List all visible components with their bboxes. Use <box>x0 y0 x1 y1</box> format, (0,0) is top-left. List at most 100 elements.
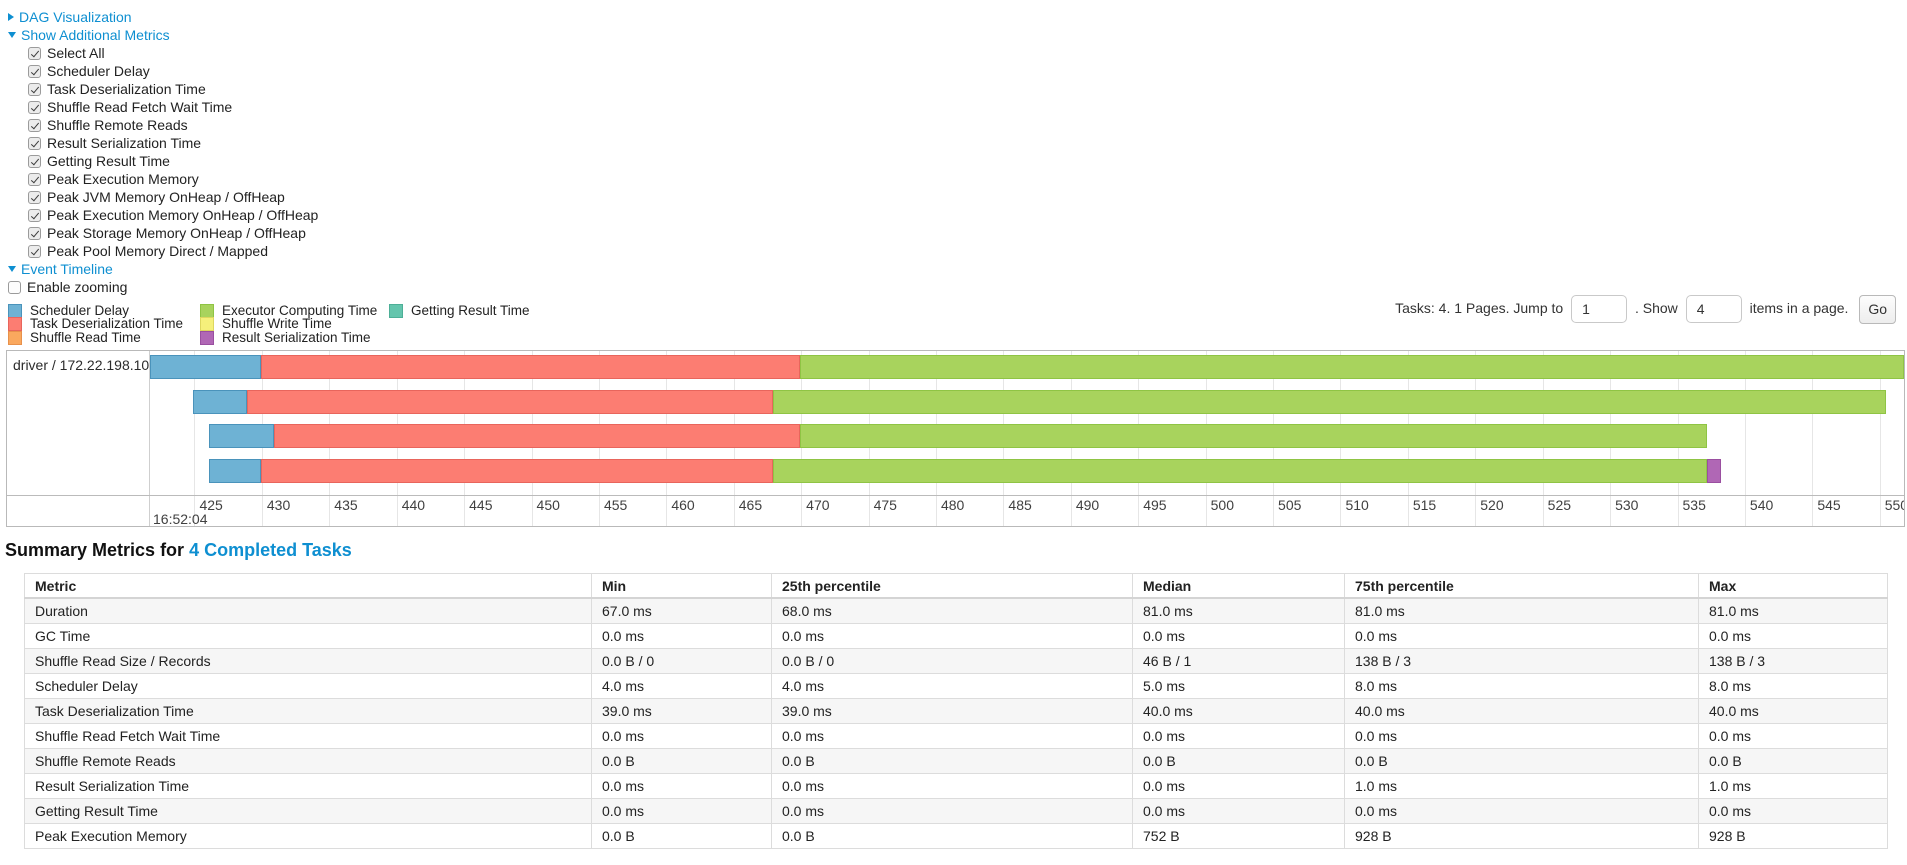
task-bar[interactable] <box>150 424 1904 448</box>
metric-checkbox[interactable] <box>28 137 41 150</box>
metric-value-cell: 81.0 ms <box>1132 597 1345 624</box>
axis-gridline <box>1407 496 1409 526</box>
axis-gridline <box>1812 351 1814 496</box>
metric-checkbox-row: Select All <box>28 44 318 62</box>
axis-gridline <box>464 351 466 496</box>
metric-name-cell: Shuffle Read Size / Records <box>24 648 592 674</box>
dag-visualization-toggle[interactable]: DAG Visualization <box>8 8 318 26</box>
axis-gridline <box>261 351 263 496</box>
metric-name-cell: Duration <box>24 597 592 624</box>
metric-checkbox[interactable] <box>28 47 41 60</box>
enable-zooming-checkbox[interactable] <box>8 281 21 294</box>
metric-checkbox[interactable] <box>28 209 41 222</box>
axis-gridline <box>1138 496 1140 526</box>
event-timeline-toggle[interactable]: Event Timeline <box>8 260 318 278</box>
axis-gridline <box>329 496 331 526</box>
metric-value-cell: 0.0 B <box>771 823 1133 849</box>
metric-checkbox[interactable] <box>28 119 41 132</box>
task-pagination: Tasks: 4. 1 Pages. Jump to . Show items … <box>1395 293 1896 324</box>
metric-checkbox-label: Getting Result Time <box>47 153 170 169</box>
axis-tick-label: 480 <box>940 497 965 513</box>
metric-value-cell: 40.0 ms <box>1344 698 1699 724</box>
show-additional-metrics-link[interactable]: Show Additional Metrics <box>21 27 170 43</box>
metric-checkbox[interactable] <box>28 173 41 186</box>
shuffle-read-swatch-icon <box>8 330 22 345</box>
event-timeline-link[interactable]: Event Timeline <box>21 261 113 277</box>
metric-checkbox-label: Task Deserialization Time <box>47 81 206 97</box>
metric-value-cell: 4.0 ms <box>771 673 1133 699</box>
task-deserialization-segment <box>260 355 800 379</box>
metric-checkbox[interactable] <box>28 191 41 204</box>
show-additional-metrics-toggle[interactable]: Show Additional Metrics <box>8 26 318 44</box>
metric-checkbox[interactable] <box>28 227 41 240</box>
completed-tasks-link[interactable]: 4 Completed Tasks <box>189 540 352 560</box>
axis-tick-label: 455 <box>603 497 628 513</box>
summary-column-header: Median <box>1132 573 1345 599</box>
axis-gridline <box>1273 496 1275 526</box>
axis-gridline <box>1070 351 1072 496</box>
axis-tick-label: 505 <box>1278 497 1302 513</box>
metric-value-cell: 40.0 ms <box>1698 698 1888 724</box>
executor-computing-segment <box>772 389 1887 414</box>
metric-checkbox-label: Peak Execution Memory OnHeap / OffHeap <box>47 207 319 223</box>
metric-value-cell: 0.0 ms <box>591 623 772 649</box>
scheduler-delay-segment <box>193 389 248 414</box>
axis-tick-label: 470 <box>806 497 830 513</box>
executor-computing-swatch-icon <box>200 304 214 318</box>
metric-checkbox[interactable] <box>28 83 41 96</box>
axis-tick-label: 500 <box>1210 497 1234 513</box>
metric-checkbox[interactable] <box>28 155 41 168</box>
axis-gridline <box>464 496 466 526</box>
summary-table-row: Getting Result Time 0.0 ms 0.0 ms 0.0 ms 0.0… <box>24 798 1888 824</box>
legend-label: Scheduler Delay <box>30 303 130 318</box>
scheduler-delay-segment <box>209 458 261 483</box>
metric-checkbox[interactable] <box>28 245 41 258</box>
metric-value-cell: 0.0 ms <box>1344 623 1699 649</box>
axis-tick-label: 475 <box>873 497 897 513</box>
getting-result-swatch-icon <box>389 304 403 318</box>
metric-value-cell: 0.0 ms <box>1344 798 1699 824</box>
legend-label: Executor Computing Time <box>222 303 378 318</box>
metric-name-cell: Shuffle Remote Reads <box>24 748 592 774</box>
axis-gridline <box>1542 351 1544 496</box>
result-serialization-segment <box>1707 458 1721 483</box>
metric-value-cell: 0.0 B / 0 <box>771 648 1133 674</box>
dag-visualization-link[interactable]: DAG Visualization <box>19 9 132 25</box>
task-deserialization-segment <box>274 424 800 448</box>
axis-gridline <box>1407 351 1409 496</box>
summary-metrics-table: Metric Min 25th percentile Median 75th perce… <box>24 573 1888 849</box>
result-serialization-swatch-icon <box>200 330 214 345</box>
axis-gridline <box>935 496 937 526</box>
axis-gridline <box>1677 351 1679 496</box>
metric-value-cell: 0.0 ms <box>1698 798 1888 824</box>
metric-checkbox[interactable] <box>28 65 41 78</box>
scheduler-delay-swatch-icon <box>8 304 22 318</box>
axis-gridline <box>868 351 870 496</box>
axis-gridline <box>329 351 331 496</box>
axis-gridline <box>531 351 533 496</box>
axis-gridline <box>1070 496 1072 526</box>
metric-checkbox[interactable] <box>28 101 41 114</box>
metric-value-cell: 0.0 ms <box>1344 723 1699 749</box>
metric-value-cell: 0.0 B <box>591 748 772 774</box>
metric-checkbox-row: Task Deserialization Time <box>28 80 318 98</box>
summary-column-header: 75th percentile <box>1344 573 1699 599</box>
jump-to-page-input[interactable] <box>1571 295 1628 324</box>
go-button[interactable]: Go <box>1859 294 1896 324</box>
task-bar[interactable] <box>150 355 1904 379</box>
legend-item: Executor Computing Time <box>200 304 377 318</box>
metric-value-cell: 0.0 ms <box>771 798 1133 824</box>
summary-table-row: Duration 67.0 ms 68.0 ms 81.0 ms 81.0 ms 81.0… <box>24 597 1888 624</box>
metric-value-cell: 46 B / 1 <box>1132 648 1345 674</box>
metric-name-cell: Scheduler Delay <box>24 673 592 699</box>
scheduler-delay-segment <box>150 355 261 379</box>
task-bar[interactable] <box>150 458 1904 483</box>
items-per-page-input[interactable] <box>1685 295 1742 324</box>
metric-value-cell: 752 B <box>1132 823 1345 849</box>
metric-value-cell: 0.0 ms <box>1698 723 1888 749</box>
metric-checkbox-label: Result Serialization Time <box>47 135 202 151</box>
task-bar[interactable] <box>150 389 1904 414</box>
show-text: . Show <box>1634 300 1678 316</box>
metric-value-cell: 39.0 ms <box>771 698 1133 724</box>
task-deserialization-segment <box>260 458 773 483</box>
